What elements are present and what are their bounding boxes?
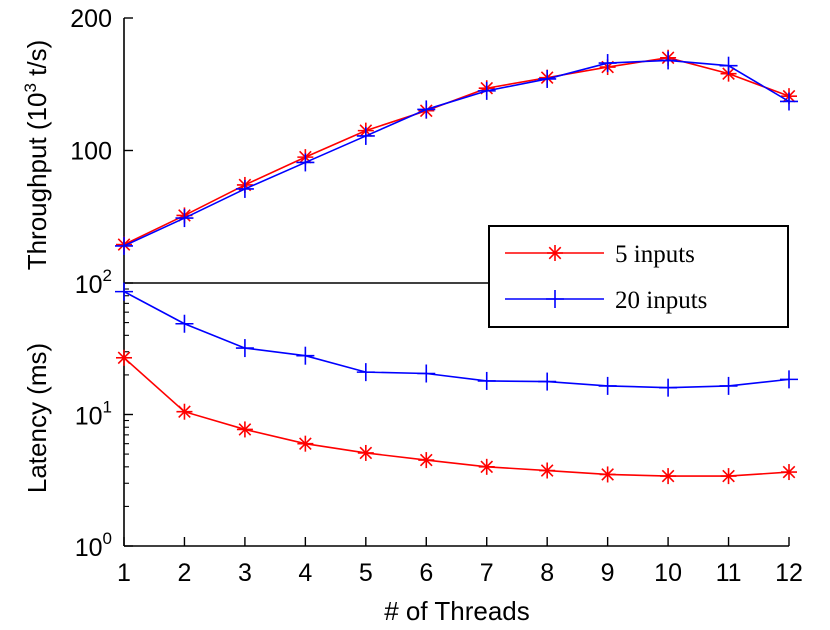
latency-point-20-inputs: [356, 363, 375, 382]
throughput-axis-label-unit: t/s): [22, 40, 52, 83]
latency-point-20-inputs: [598, 376, 617, 395]
x-tick-label: 6: [419, 559, 433, 587]
x-tick-label: 4: [298, 559, 312, 587]
latency-y-tick-base: 10: [75, 534, 103, 562]
latency-y-tick-exponent: 1: [103, 398, 112, 417]
latency-point-5-inputs: [599, 466, 616, 483]
x-tick-label: 5: [359, 559, 373, 587]
throughput-y-tick-label: 200: [70, 5, 112, 33]
legend-entry-20-inputs: 20 inputs: [505, 287, 707, 314]
latency-point-5-inputs: [176, 403, 193, 420]
throughput-axis-label-exponent: 3: [21, 83, 40, 92]
throughput-point-20-inputs: [719, 56, 738, 75]
legend-marker-stroke-group: [546, 290, 564, 308]
marker-stroke: [722, 469, 735, 483]
legend-box: [488, 225, 789, 328]
throughput-point-20-inputs: [538, 69, 557, 88]
latency-y-tick-exponent: 0: [103, 529, 112, 548]
legend-marker-plus: [546, 290, 564, 308]
latency-point-20-inputs: [417, 364, 436, 383]
latency-y-tick-exponent: 2: [103, 266, 112, 285]
latency-point-20-inputs: [780, 370, 798, 389]
latency-point-5-inputs: [357, 444, 374, 461]
latency-point-5-inputs: [236, 421, 253, 438]
x-tick-label: 11: [716, 559, 742, 587]
throughput-axis-label: Throughput (103 t/s): [21, 40, 52, 271]
legend-label-5-inputs: 5 inputs: [615, 241, 695, 268]
marker-stroke: [661, 469, 675, 483]
throughput-series-line-5-inputs: [123, 56, 790, 246]
marker-stroke: [238, 423, 252, 436]
latency-point-5-inputs: [478, 458, 495, 475]
axis-labels: Throughput (103 t/s) Latency (ms) # of T…: [21, 40, 530, 626]
throughput-point-20-inputs: [598, 54, 617, 73]
latency-y-tick-label: 101: [75, 398, 112, 431]
latency-point-20-inputs: [659, 378, 678, 397]
marker-stroke: [359, 446, 373, 460]
x-tick-label: 3: [238, 559, 252, 587]
x-tick-label: 2: [178, 559, 192, 587]
latency-y-tick-base: 10: [75, 271, 103, 299]
latency-point-5-inputs: [116, 349, 132, 366]
throughput-point-20-inputs: [115, 236, 133, 255]
throughput-axis-label-main: Throughput (10: [22, 93, 52, 271]
throughput-panel: 100 200: [70, 5, 798, 284]
latency-point-5-inputs: [660, 468, 677, 485]
marker-stroke: [601, 468, 614, 481]
latency-y-tick-label: 102: [75, 266, 112, 299]
legend-marker-stroke-group: [547, 245, 563, 261]
x-tick-label: 9: [601, 559, 615, 587]
legend-entry-5-inputs: 5 inputs: [505, 241, 695, 268]
latency-series-line-5-inputs: [123, 357, 790, 477]
marker-stroke: [782, 465, 796, 479]
throughput-point-20-inputs: [235, 179, 254, 198]
latency-point-20-inputs: [115, 282, 133, 301]
throughput-point-20-inputs: [417, 100, 436, 119]
throughput-y-tick-label: 100: [70, 138, 112, 166]
latency-point-20-inputs: [538, 372, 557, 391]
x-tick-label: 8: [540, 559, 554, 587]
throughput-series-line-20-inputs: [123, 59, 790, 247]
x-tick-label: 10: [654, 559, 682, 587]
marker-stroke: [419, 453, 433, 467]
throughput-point-20-inputs: [175, 209, 194, 228]
latency-y-tick-label: 100: [75, 529, 112, 562]
threads-axis-label: # of Threads: [384, 596, 530, 626]
marker-stroke: [299, 437, 312, 450]
throughput-point-20-inputs: [659, 51, 678, 70]
legend: 5 inputs 20 inputs: [488, 225, 789, 328]
x-tick-label: 7: [480, 559, 494, 587]
latency-point-20-inputs: [175, 314, 194, 333]
throughput-point-20-inputs: [477, 81, 496, 100]
latency-point-20-inputs: [477, 371, 496, 390]
marker-stroke: [548, 246, 562, 260]
latency-point-20-inputs: [235, 339, 254, 358]
x-tick-label: 1: [117, 559, 131, 587]
latency-point-5-inputs: [297, 435, 314, 452]
x-tick-label: 12: [775, 559, 803, 587]
latency-series-line-20-inputs: [123, 290, 790, 389]
latency-point-5-inputs: [418, 452, 435, 469]
throughput-point-20-inputs: [296, 153, 315, 172]
latency-point-20-inputs: [719, 376, 738, 395]
legend-marker-asterisk: [547, 245, 563, 261]
throughput-point-20-inputs: [356, 126, 375, 145]
marker-stroke: [117, 351, 131, 365]
marker-stroke: [178, 405, 191, 419]
legend-label-20-inputs: 20 inputs: [615, 287, 707, 314]
marker-stroke: [540, 464, 554, 477]
latency-y-tick-base: 10: [75, 403, 103, 431]
latency-point-5-inputs: [720, 468, 737, 485]
latency-point-5-inputs: [781, 464, 797, 481]
throughput-point-20-inputs: [780, 92, 798, 111]
marker-stroke: [480, 460, 494, 474]
latency-point-20-inputs: [296, 346, 315, 365]
latency-axis-label: Latency (ms): [22, 343, 52, 493]
latency-point-5-inputs: [539, 462, 556, 479]
